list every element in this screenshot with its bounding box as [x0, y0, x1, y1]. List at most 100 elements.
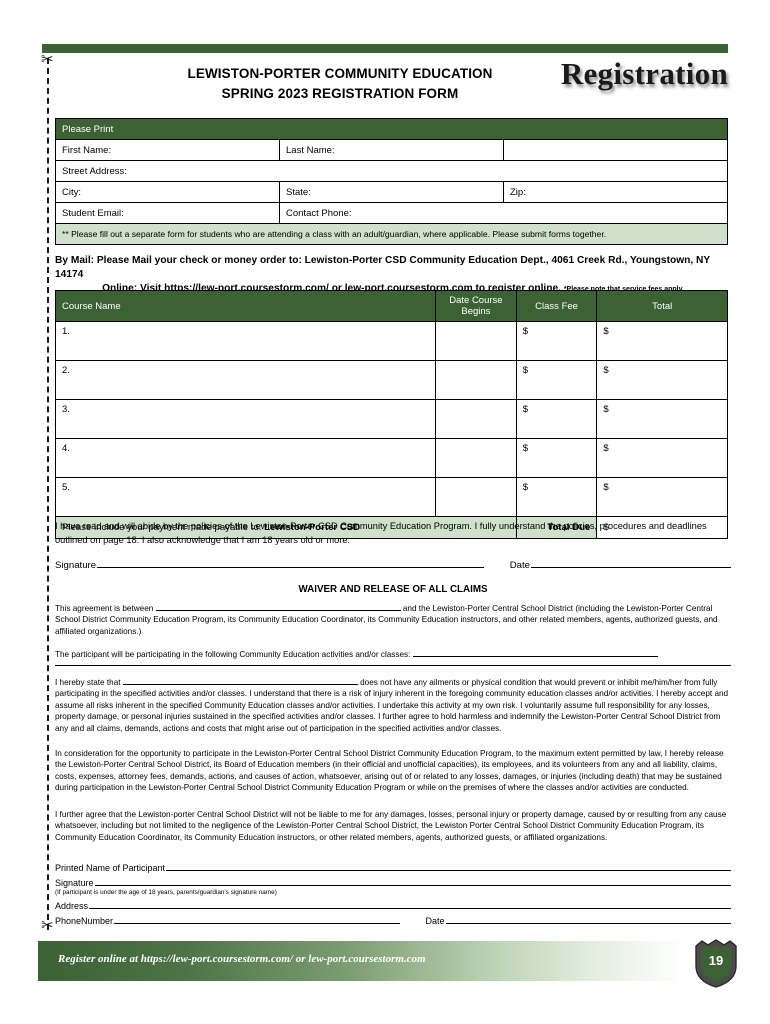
course-row-4-name[interactable]: 4.: [54, 438, 437, 478]
course-row-4-total[interactable]: $: [596, 438, 728, 478]
last-name-field[interactable]: Last Name:: [279, 139, 504, 161]
table-row: Street Address:: [55, 160, 728, 182]
course-row-3-fee[interactable]: $: [515, 399, 598, 439]
registration-heading: Registration: [560, 56, 728, 91]
mail-instructions: By Mail: Please Mail your check or money…: [55, 254, 731, 297]
please-print-header: Please Print: [55, 118, 728, 140]
scissors-icon-bottom: ✂: [41, 916, 54, 934]
phone-date-row: PhoneNumber Date: [55, 914, 731, 926]
activities-blank[interactable]: [412, 648, 658, 657]
table-row: 5. $ $: [54, 477, 728, 517]
street-address-field[interactable]: Street Address:: [55, 160, 728, 182]
course-row-1-date[interactable]: [435, 321, 517, 361]
col-date-begins: Date Course Begins: [435, 290, 517, 322]
title-line-1: LEWISTON-PORTER COMMUNITY EDUCATION: [187, 66, 493, 81]
col-course-name: Course Name: [54, 290, 437, 322]
total-due-label: Total Due: [515, 516, 598, 539]
first-name-field[interactable]: First Name:: [55, 139, 280, 161]
course-row-1-fee[interactable]: $: [515, 321, 598, 361]
separate-form-note: ** Please fill out a separate form for s…: [55, 223, 728, 245]
course-row-2-name[interactable]: 2.: [54, 360, 437, 400]
minor-guardian-note: (If participant is under the age of 18 y…: [55, 889, 277, 896]
date-input-line[interactable]: [531, 558, 731, 568]
top-green-rule: [42, 44, 728, 53]
activities-blank-line-2[interactable]: [55, 665, 731, 666]
course-row-5-total[interactable]: $: [596, 477, 728, 517]
agreement-name-blank[interactable]: [155, 602, 401, 611]
payment-payable-note: Please include your payment made payable…: [55, 516, 517, 539]
table-row: 4. $ $: [54, 438, 728, 478]
contact-phone-field[interactable]: Contact Phone:: [279, 202, 728, 224]
date-label: Date: [509, 560, 530, 571]
total-due-value[interactable]: $: [596, 516, 728, 539]
course-row-2-date[interactable]: [435, 360, 517, 400]
waiver-liability-paragraph: I further agree that the Lewiston-porter…: [55, 810, 727, 842]
cut-dashed-line: [47, 58, 49, 930]
course-registration-table: Course Name Date Course Begins Class Fee…: [54, 290, 728, 539]
online-line: Online: Visit https://lew-port.coursesto…: [55, 282, 731, 297]
payee-name: Lewiston-Porter CSD: [264, 522, 361, 533]
course-row-3-date[interactable]: [435, 399, 517, 439]
signature-label: Signature: [55, 560, 97, 571]
city-field[interactable]: City:: [55, 181, 280, 203]
signature-input-line[interactable]: [97, 558, 484, 568]
col-total: Total: [596, 290, 728, 322]
printed-name-input-line[interactable]: [166, 861, 731, 871]
waiver-activities-line: The participant will be participating in…: [55, 648, 731, 660]
course-row-1-name[interactable]: 1.: [54, 321, 437, 361]
title-line-2: SPRING 2023 REGISTRATION FORM: [221, 86, 459, 101]
policy-acknowledgement-text: I have read and will abide by the polici…: [55, 521, 707, 545]
service-fee-note: *Please note that service fees apply.: [563, 286, 684, 293]
table-row-header: Please Print: [55, 118, 728, 140]
bottom-date-input-line[interactable]: [445, 914, 731, 924]
table-row-note: ** Please fill out a separate form for s…: [55, 223, 728, 245]
course-row-2-total[interactable]: $: [596, 360, 728, 400]
address-input-line[interactable]: [89, 899, 731, 909]
shield-icon: [695, 939, 737, 988]
personal-info-table: Please Print First Name: Last Name: Stre…: [55, 118, 728, 245]
course-row-3-total[interactable]: $: [596, 399, 728, 439]
course-row-5-date[interactable]: [435, 477, 517, 517]
waiver-release-paragraph: In consideration for the opportunity to …: [55, 749, 724, 793]
by-mail-line: By Mail: Please Mail your check or money…: [55, 255, 710, 280]
course-row-4-fee[interactable]: $: [515, 438, 598, 478]
bottom-signature-input-line[interactable]: [94, 876, 731, 886]
table-row: 2. $ $: [54, 360, 728, 400]
bottom-signature-row: Signature: [55, 876, 731, 888]
course-row-1-total[interactable]: $: [596, 321, 728, 361]
address-row: Address: [55, 899, 731, 911]
table-row: 3. $ $: [54, 399, 728, 439]
signature-date-row: Signature Date: [55, 558, 731, 571]
address-label: Address: [55, 901, 89, 911]
phone-label: PhoneNumber: [55, 916, 114, 926]
hereby-intro: I hereby state that: [55, 678, 121, 687]
state-field[interactable]: State:: [279, 181, 504, 203]
footer-register-online-text: Register online at https://lew-port.cour…: [58, 953, 426, 965]
student-email-field[interactable]: Student Email:: [55, 202, 280, 224]
table-row: First Name: Last Name:: [55, 139, 728, 161]
course-row-5-fee[interactable]: $: [515, 477, 598, 517]
table-row: 1. $ $: [54, 321, 728, 361]
online-text: Online: Visit https://lew-port.coursesto…: [102, 283, 561, 294]
col-class-fee: Class Fee: [515, 290, 598, 322]
course-row-5-name[interactable]: 5.: [54, 477, 437, 517]
scissors-icon: ✂: [41, 50, 54, 68]
payment-prefix: Please include your payment made payable…: [62, 522, 262, 533]
hereby-name-blank[interactable]: [122, 676, 358, 685]
printed-name-label: Printed Name of Participant: [55, 863, 166, 873]
phone-input-line[interactable]: [114, 914, 400, 924]
hereby-rest: does not have any ailments or physical c…: [55, 678, 729, 733]
course-row-3-name[interactable]: 3.: [54, 399, 437, 439]
printed-name-row: Printed Name of Participant: [55, 861, 731, 873]
bottom-signature-label: Signature: [55, 878, 94, 888]
page-number-badge: 19: [708, 952, 724, 968]
row0-right[interactable]: [503, 139, 728, 161]
course-row-2-fee[interactable]: $: [515, 360, 598, 400]
waiver-title: WAIVER AND RELEASE OF ALL CLAIMS: [298, 584, 488, 595]
course-row-4-date[interactable]: [435, 438, 517, 478]
table-row: Student Email: Contact Phone:: [55, 202, 728, 224]
agreement-intro: This agreement is between: [55, 604, 154, 613]
waiver-health-paragraph: I hereby state that does not have any ai…: [55, 676, 731, 734]
zip-field[interactable]: Zip:: [503, 181, 728, 203]
table-row-total: Please include your payment made payable…: [55, 516, 728, 539]
